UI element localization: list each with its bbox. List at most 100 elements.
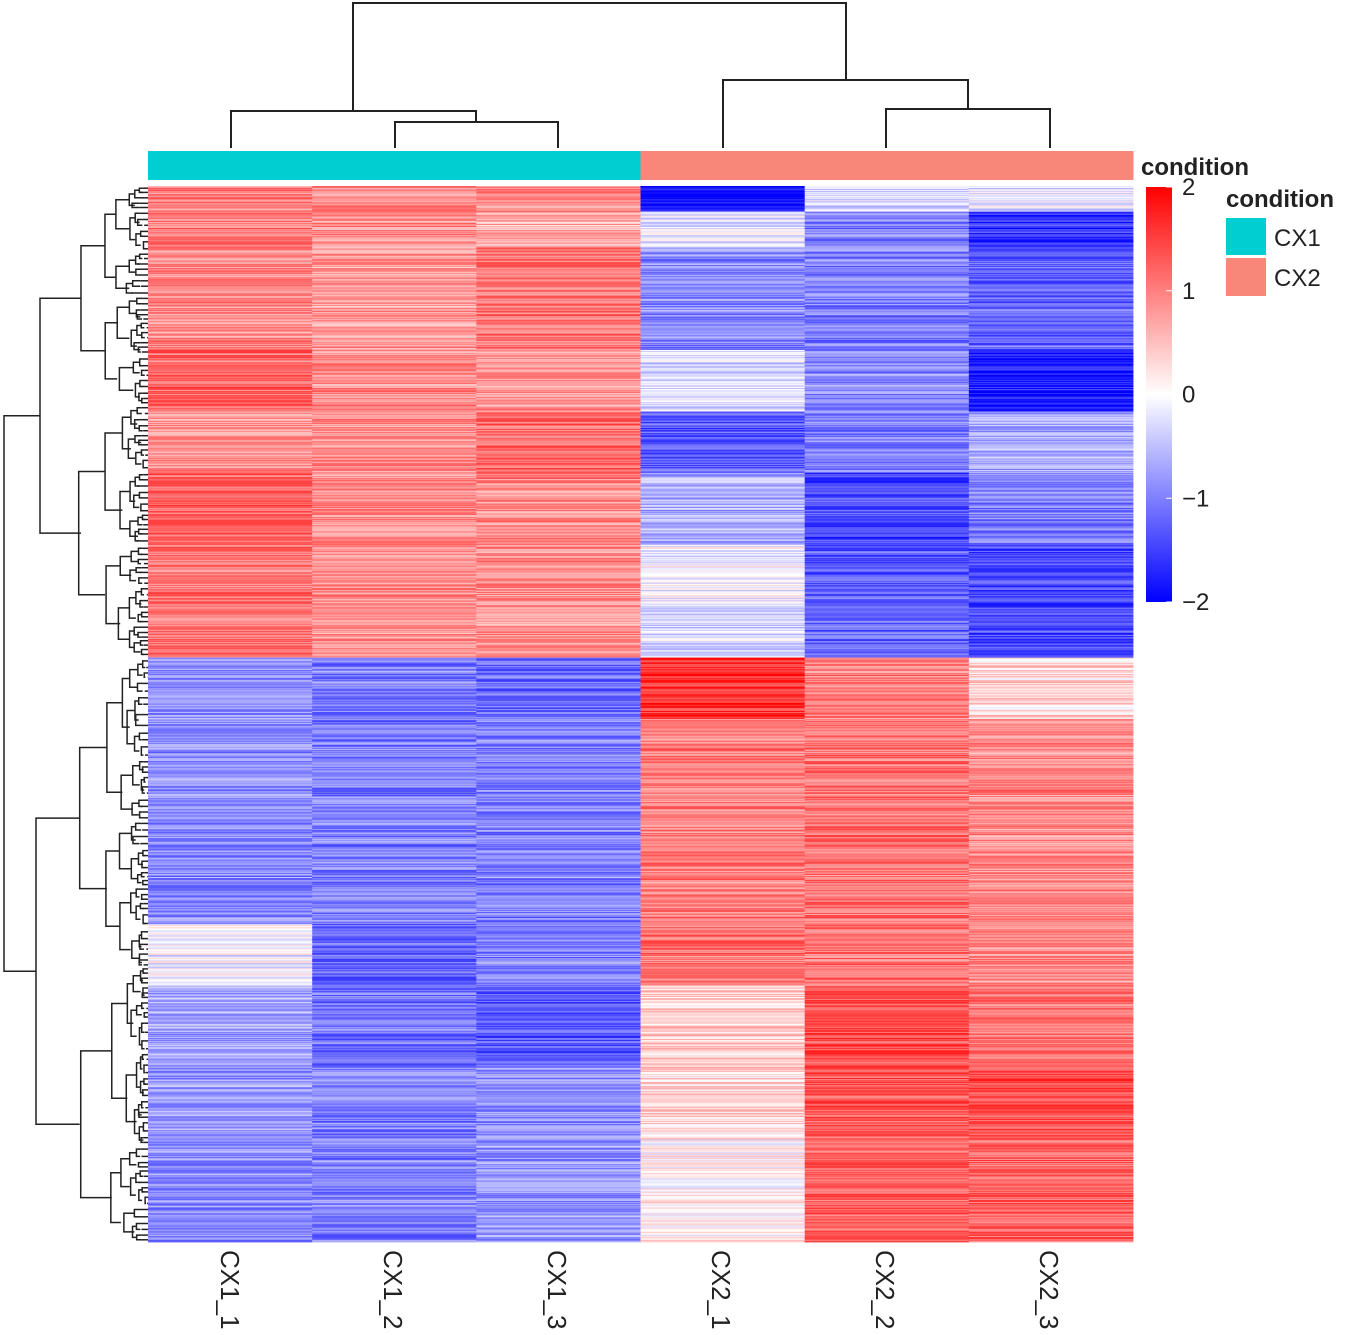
heatmap-cell: [804, 829, 970, 832]
heatmap-cell: [476, 982, 641, 985]
heatmap-cell: [148, 313, 313, 315]
heatmap-cell: [804, 270, 970, 272]
heatmap-cell: [476, 893, 641, 895]
heatmap-cell: [148, 962, 313, 964]
heatmap-cell: [804, 188, 970, 190]
heatmap-cell: [476, 361, 641, 363]
heatmap-cell: [476, 963, 641, 965]
heatmap-cell: [640, 954, 806, 957]
heatmap-cell: [476, 312, 641, 314]
heatmap-cell: [312, 526, 477, 528]
heatmap-cell: [640, 484, 806, 486]
heatmap-cell: [640, 1031, 806, 1034]
heatmap-cell: [148, 211, 313, 214]
heatmap-cell: [312, 522, 477, 524]
heatmap-cell: [476, 417, 641, 420]
heatmap-cell: [968, 811, 1134, 813]
heatmap-cell: [640, 477, 806, 479]
heatmap-cell: [968, 211, 1134, 214]
heatmap-cell: [148, 610, 313, 612]
heatmap-cell: [476, 241, 641, 243]
heatmap-cell: [968, 390, 1134, 392]
heatmap-cell: [968, 490, 1134, 492]
heatmap-cell: [640, 946, 806, 949]
heatmap-cell: [312, 782, 477, 785]
heatmap-cell: [640, 495, 806, 498]
heatmap-cell: [968, 996, 1134, 999]
heatmap-cell: [640, 294, 806, 297]
heatmap-cell: [312, 769, 477, 771]
heatmap-cell: [312, 761, 477, 763]
heatmap-cell: [968, 354, 1134, 356]
heatmap-cell: [968, 254, 1134, 257]
heatmap-cell: [312, 587, 477, 590]
heatmap-cell: [312, 259, 477, 262]
heatmap-cell: [968, 774, 1134, 776]
heatmap-cell: [312, 612, 477, 614]
heatmap-cell: [968, 444, 1134, 446]
heatmap-cell: [804, 796, 970, 798]
heatmap-cell: [804, 907, 970, 910]
heatmap-cell: [312, 929, 477, 931]
heatmap-cell: [148, 872, 313, 875]
heatmap-cell: [476, 901, 641, 904]
heatmap-cell: [312, 252, 477, 255]
heatmap-cell: [312, 280, 477, 282]
heatmap-cell: [968, 962, 1134, 964]
heatmap-cell: [640, 238, 806, 240]
heatmap-cell: [804, 834, 970, 837]
heatmap-cell: [968, 972, 1134, 974]
heatmap-cell: [804, 445, 970, 447]
heatmap-cell: [148, 270, 313, 272]
heatmap-cell: [968, 894, 1134, 896]
heatmap-cell: [148, 866, 313, 869]
heatmap-cell: [476, 952, 641, 955]
heatmap-cell: [312, 677, 477, 679]
heatmap-cell: [640, 914, 806, 917]
heatmap-cell: [968, 299, 1134, 302]
heatmap-cell: [476, 270, 641, 272]
heatmap-cell: [640, 284, 806, 286]
heatmap-cell: [640, 586, 806, 589]
heatmap-cell: [640, 460, 806, 463]
heatmap-cell: [968, 803, 1134, 805]
heatmap-cell: [148, 646, 313, 648]
heatmap-cell: [640, 994, 806, 997]
heatmap-cell: [148, 747, 313, 750]
heatmap-cell: [312, 953, 477, 956]
heatmap-cell: [476, 960, 641, 962]
heatmap-cell: [804, 1021, 970, 1023]
heatmap-cell: [804, 944, 970, 947]
heatmap-cell: [804, 894, 970, 896]
heatmap-cell: [804, 447, 970, 449]
heatmap-cell: [476, 610, 641, 612]
heatmap-cell: [312, 464, 477, 467]
heatmap-cell: [476, 265, 641, 268]
heatmap-cell: [476, 326, 641, 328]
heatmap-cell: [640, 355, 806, 357]
heatmap-cell: [804, 534, 970, 537]
heatmap-cell: [476, 391, 641, 393]
heatmap-cell: [968, 392, 1134, 394]
heatmap-cell: [640, 831, 806, 834]
heatmap-cell: [640, 553, 806, 555]
heatmap-cell: [968, 714, 1134, 716]
heatmap-cell: [640, 291, 806, 294]
heatmap-cell: [804, 993, 970, 996]
heatmap-cell: [312, 421, 477, 424]
heatmap-cell: [476, 287, 641, 289]
heatmap-cell: [148, 361, 313, 363]
annotation-cell-cx2-3: [968, 151, 1134, 180]
heatmap-cell: [968, 939, 1134, 941]
heatmap-cell: [476, 870, 641, 873]
heatmap-cell: [968, 324, 1134, 326]
heatmap-cell: [804, 378, 970, 381]
heatmap-cell: [804, 209, 970, 212]
heatmap-cell: [476, 757, 641, 759]
heatmap-cell: [312, 216, 477, 219]
heatmap-cell: [476, 763, 641, 765]
heatmap-cell: [640, 524, 806, 526]
heatmap-cell: [312, 807, 477, 809]
heatmap-cell: [968, 722, 1134, 724]
heatmap-cell: [312, 205, 477, 207]
